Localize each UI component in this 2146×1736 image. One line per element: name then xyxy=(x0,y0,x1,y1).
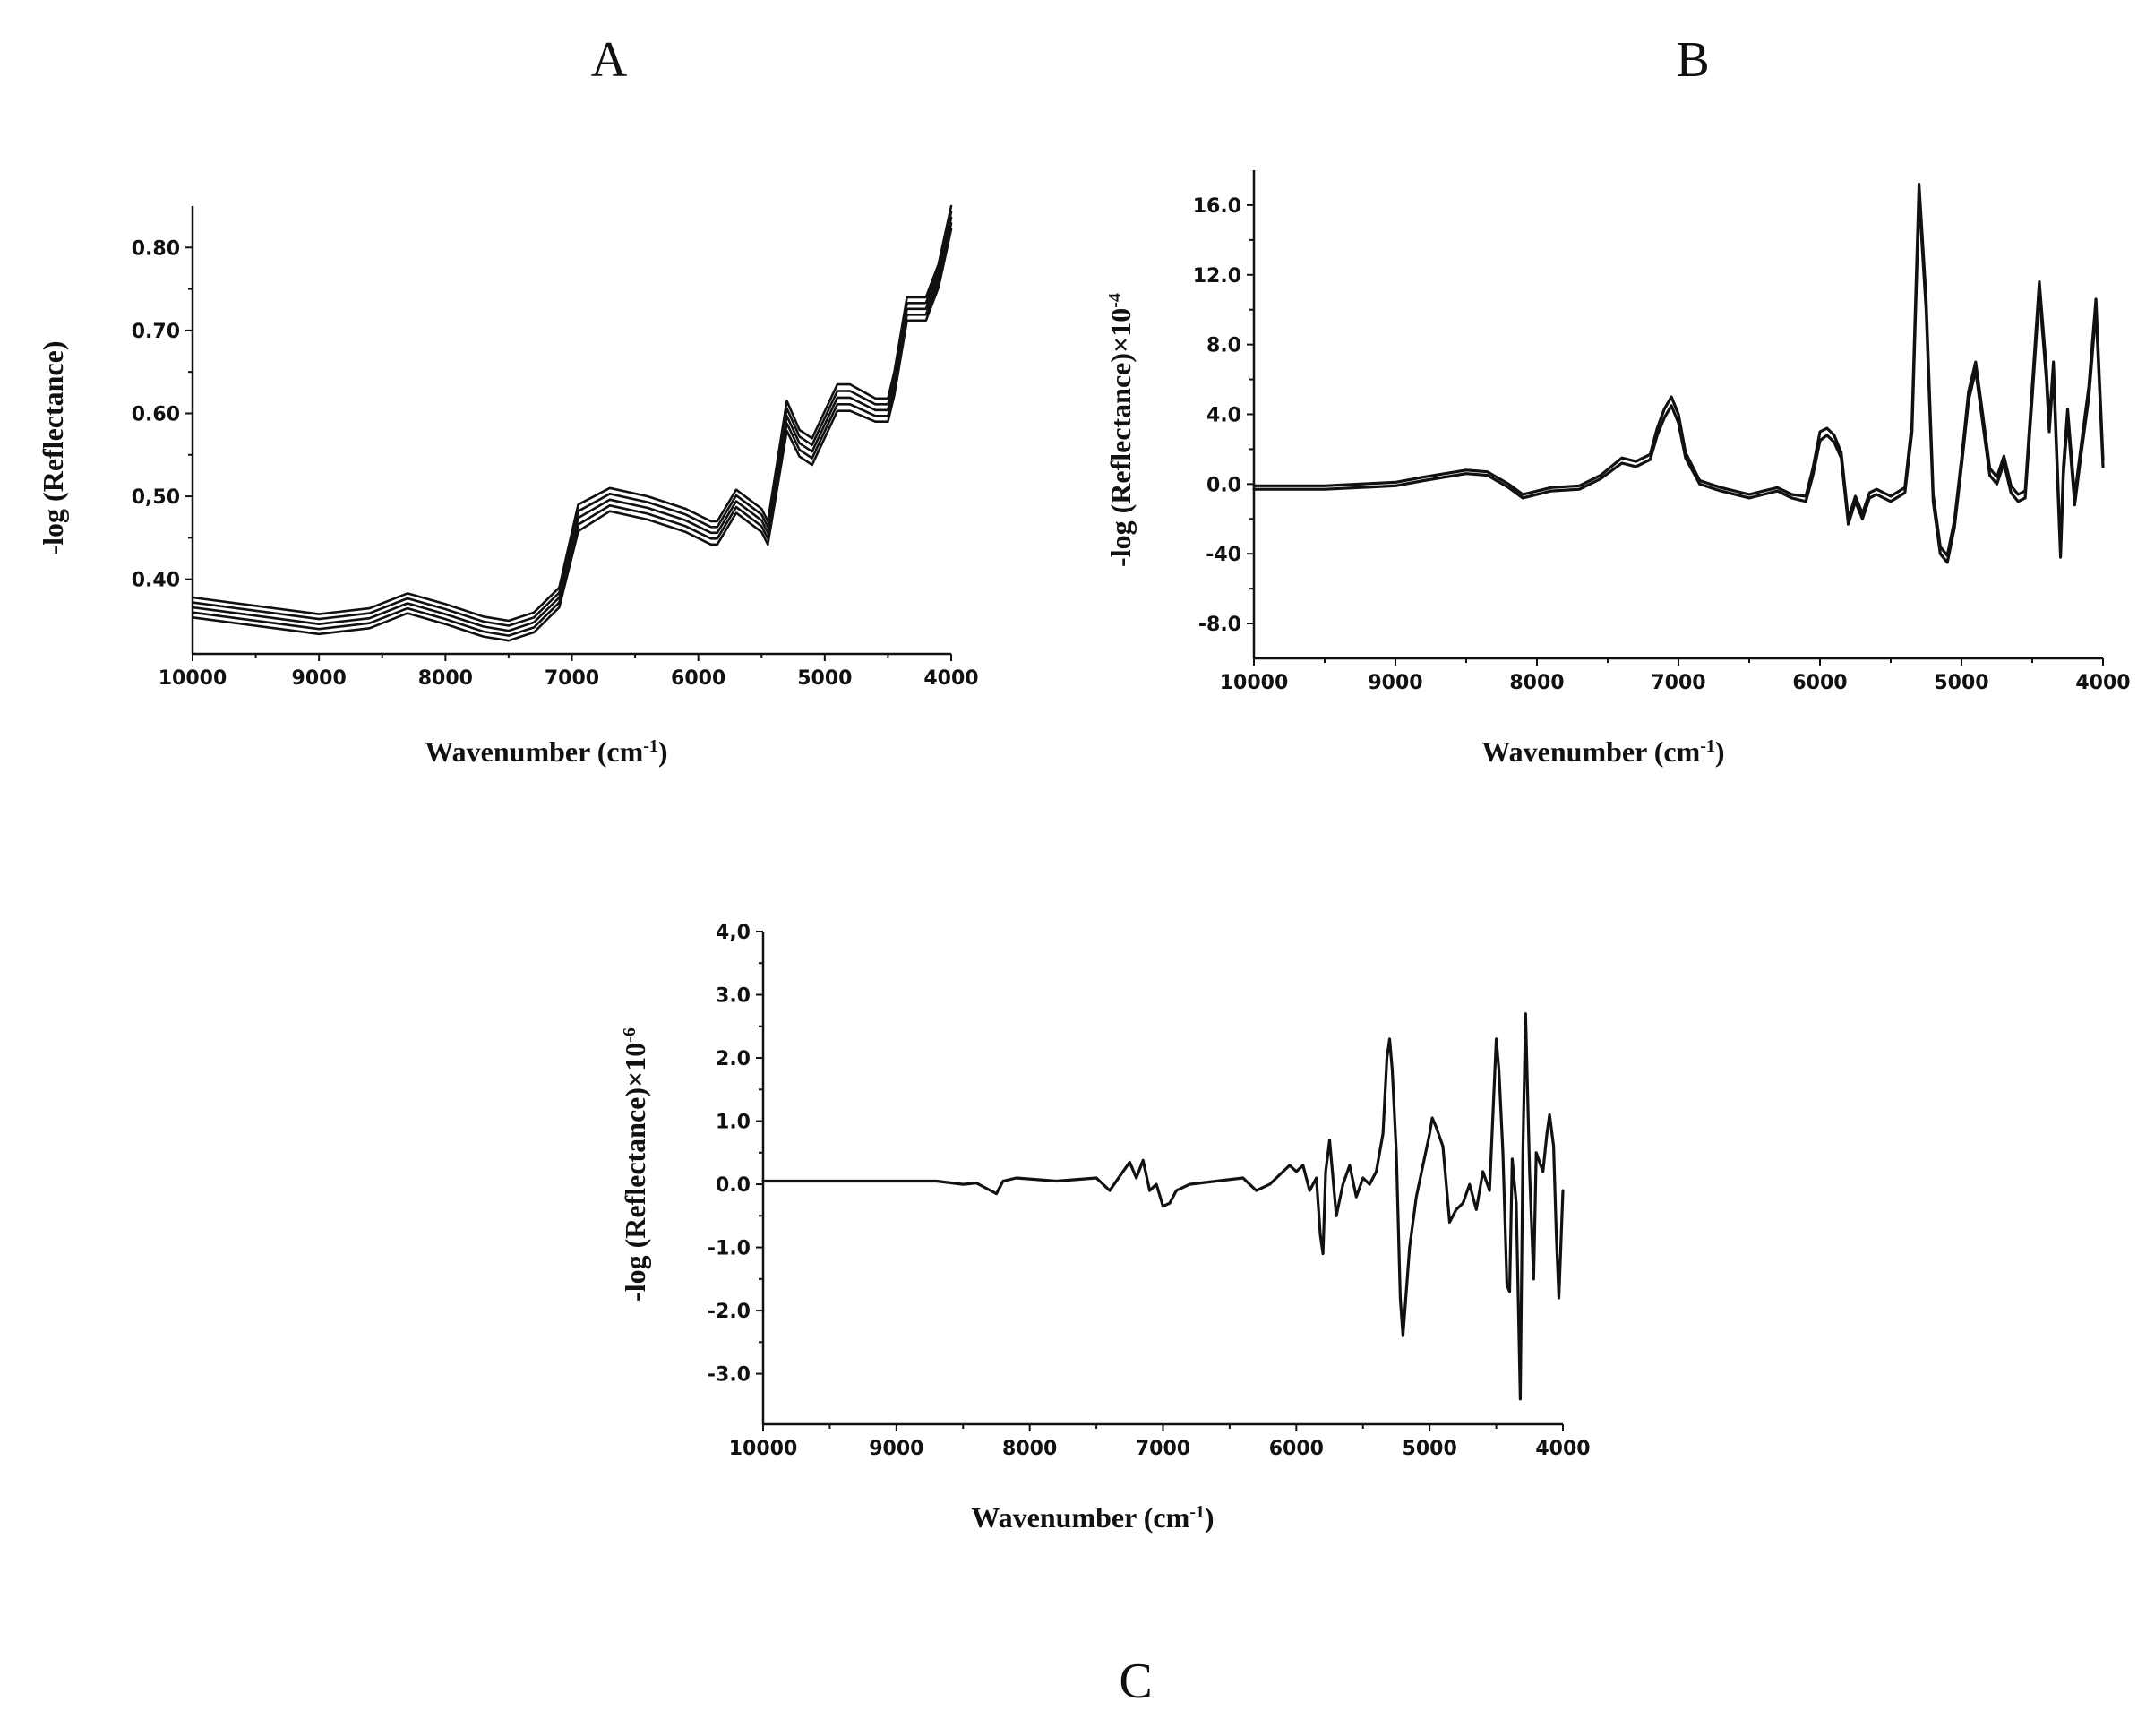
x-axis-title-b-close: ) xyxy=(1715,735,1725,768)
y-axis-title-b-sup: -4 xyxy=(1105,293,1125,308)
x-tick-label-c: 8000 xyxy=(1002,1438,1057,1460)
y-tick-label-c: 4,0 xyxy=(716,922,751,944)
y-tick-label-b: 16.0 xyxy=(1193,195,1241,218)
y-axis-title-c-text: -log (Reflectance)×10 xyxy=(619,1043,651,1302)
x-tick-label-a: 7000 xyxy=(545,667,599,690)
chart-panel-c: C -log (Reflectance)×10-6 Wavenumber (cm… xyxy=(619,922,1591,1709)
y-tick-label-c: -1.0 xyxy=(708,1238,751,1260)
y-axis-title-b: -log (Reflectance)×10-4 xyxy=(1104,293,1137,567)
y-tick-label-b: -40 xyxy=(1206,544,1241,566)
series-line-a-4 xyxy=(191,222,953,637)
y-tick-label-a: 0.40 xyxy=(132,570,180,592)
x-tick-label-a: 10000 xyxy=(159,667,227,690)
svg-text:-log (Reflectance)×10-4: -log (Reflectance)×10-4 xyxy=(1104,293,1137,567)
svg-text:-log (Reflectance): -log (Reflectance) xyxy=(37,341,69,555)
x-tick-label-c: 10000 xyxy=(729,1438,798,1460)
x-tick-label-b: 10000 xyxy=(1220,672,1289,694)
x-tick-label-b: 6000 xyxy=(1792,672,1847,694)
x-tick-label-a: 5000 xyxy=(797,667,852,690)
y-axis-title-c-sup: -6 xyxy=(620,1027,640,1043)
y-axis-title-a-text: -log (Reflectance) xyxy=(37,341,69,555)
x-tick-label-b: 7000 xyxy=(1651,672,1705,694)
series-line-a-3 xyxy=(191,216,953,632)
y-tick-label-a: 0,50 xyxy=(132,486,180,509)
x-tick-label-a: 4000 xyxy=(923,667,978,690)
y-tick-label-b: 12.0 xyxy=(1193,265,1241,288)
x-tick-label-a: 6000 xyxy=(671,667,725,690)
series-line-a-1 xyxy=(191,204,953,623)
x-axis-title-a-sup: -1 xyxy=(643,736,658,756)
x-axis-title-a: Wavenumber (cm-1) xyxy=(425,735,667,768)
x-axis-title-c: Wavenumber (cm-1) xyxy=(971,1501,1214,1534)
series-line-a-2 xyxy=(191,211,953,627)
x-tick-label-c: 6000 xyxy=(1269,1438,1324,1460)
x-axis-title-c-close: ) xyxy=(1205,1501,1215,1534)
y-tick-label-c: -2.0 xyxy=(708,1301,751,1323)
y-tick-label-c: 0.0 xyxy=(716,1174,751,1197)
x-tick-label-b: 4000 xyxy=(2075,672,2130,694)
y-tick-label-b: 0.0 xyxy=(1206,474,1241,496)
x-tick-label-c: 7000 xyxy=(1136,1438,1190,1460)
x-tick-label-a: 8000 xyxy=(418,667,473,690)
y-axis-title-b-text: -log (Reflectance)×10 xyxy=(1104,308,1137,567)
y-tick-label-a: 0.60 xyxy=(132,403,180,425)
y-axis-title-a: -log (Reflectance) xyxy=(37,341,69,555)
y-tick-label-b: -8.0 xyxy=(1198,614,1241,636)
x-axis-title-c-text: Wavenumber (cm xyxy=(971,1501,1189,1534)
panel-label-b: B xyxy=(1676,32,1709,88)
x-tick-label-b: 8000 xyxy=(1509,672,1564,694)
series-line-b-2 xyxy=(1252,183,2105,557)
y-tick-label-c: 1.0 xyxy=(716,1112,751,1134)
x-tick-label-a: 9000 xyxy=(292,667,347,690)
svg-text:-log (Reflectance)×10-6: -log (Reflectance)×10-6 xyxy=(619,1027,651,1302)
y-tick-label-c: -3.0 xyxy=(708,1364,751,1387)
chart-panel-a: A -log (Reflectance) Wavenumber (cm-1) 1… xyxy=(37,32,979,768)
y-tick-label-c: 2.0 xyxy=(716,1048,751,1070)
x-axis-title-b-sup: -1 xyxy=(1700,736,1715,756)
y-tick-label-c: 3.0 xyxy=(716,985,751,1008)
x-axis-title-a-text: Wavenumber (cm xyxy=(425,735,643,768)
y-tick-label-b: 4.0 xyxy=(1206,405,1241,427)
panel-label-a: A xyxy=(591,32,628,88)
y-tick-label-a: 0.70 xyxy=(132,321,180,343)
x-tick-label-c: 4000 xyxy=(1535,1438,1590,1460)
y-axis-title-c: -log (Reflectance)×10-6 xyxy=(619,1027,651,1302)
x-axis-title-b: Wavenumber (cm-1) xyxy=(1481,735,1724,768)
x-axis-title-c-sup: -1 xyxy=(1189,1502,1205,1522)
x-axis-title-a-close: ) xyxy=(658,735,668,768)
x-tick-label-b: 5000 xyxy=(1934,672,1988,694)
series-line-c-1 xyxy=(761,1012,1565,1401)
panel-label-c: C xyxy=(1119,1654,1152,1709)
x-tick-label-c: 9000 xyxy=(869,1438,923,1460)
series-line-a-5 xyxy=(191,228,953,642)
series-line-b-1 xyxy=(1252,194,2105,564)
x-tick-label-b: 9000 xyxy=(1368,672,1422,694)
x-axis-title-b-text: Wavenumber (cm xyxy=(1481,735,1700,768)
y-tick-label-b: 8.0 xyxy=(1206,335,1241,357)
x-tick-label-c: 5000 xyxy=(1403,1438,1457,1460)
y-tick-label-a: 0.80 xyxy=(132,237,180,260)
chart-panel-b: B -log (Reflectance)×10-4 Wavenumber (cm… xyxy=(1104,32,2131,768)
